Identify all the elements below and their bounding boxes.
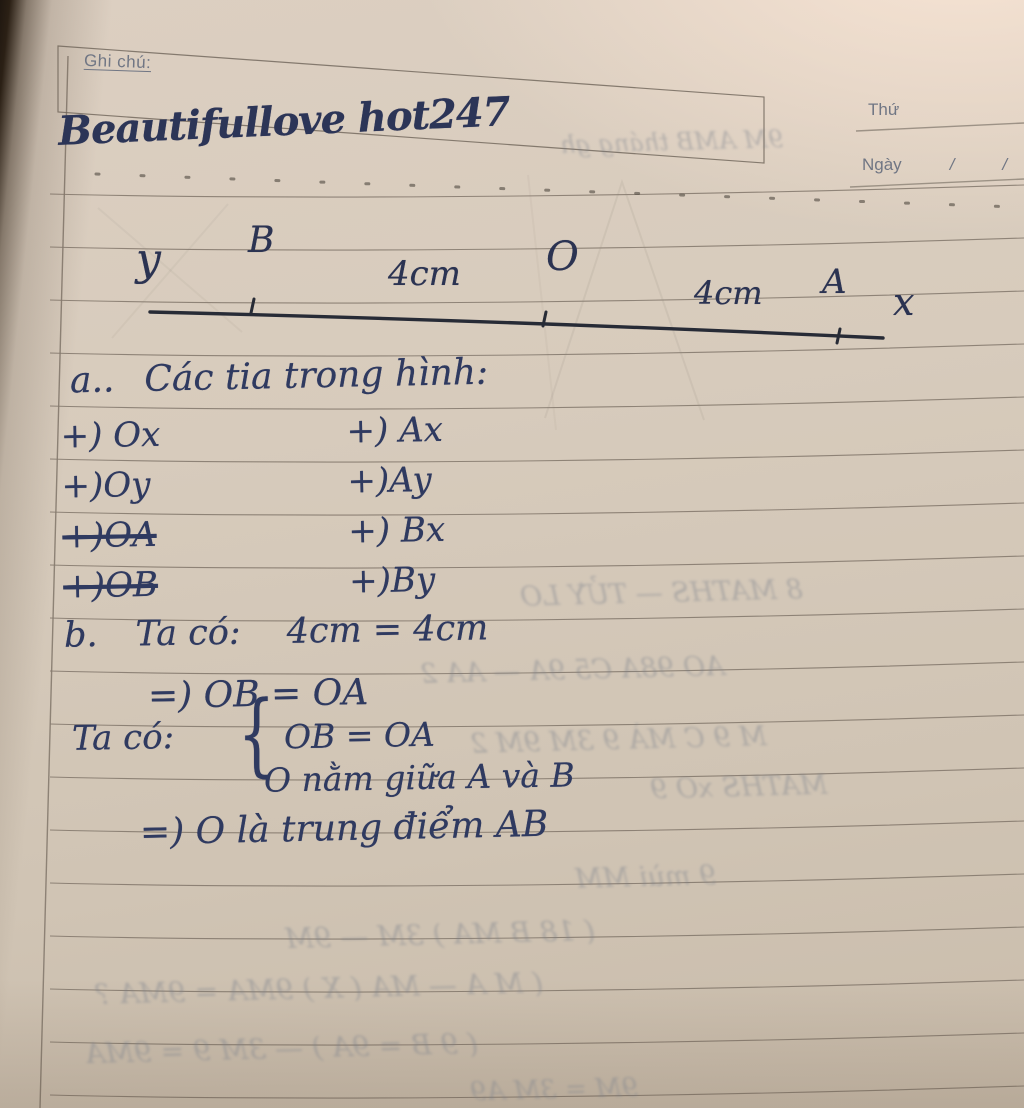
tick-b [249,297,256,315]
bleed-through-text: MATHS xO 9 [649,769,828,806]
ray-oa-struck: +)OA [62,514,157,557]
ray-ax: +) Ax [346,409,444,452]
ghost-triangle [544,178,705,421]
diagram-label-x: x [893,280,915,324]
thu-underline [855,122,1024,132]
part-b-line-1: b. Ta có: 4cm = 4cm [64,608,489,655]
dotted-separator [94,172,1017,209]
tick-o [541,310,548,328]
bleed-through-text: ( 18 B MA ) 3M — 9M [284,913,596,956]
bleed-through-text: 9M AMB tháng gh [559,125,784,159]
diagram-segment-left-length: 4cm [388,254,461,294]
ray-bx: +) Bx [347,509,446,552]
ray-ob-struck: +)OB [62,564,159,607]
date-slash-2: / [1002,155,1008,174]
bleed-through-text: ( 9 B = 9A ) — 3M 9 = 9MA [84,1026,479,1071]
bleed-through-text: 8 MATHS — TỬY LO [519,574,804,613]
part-b-intro-2: Ta có: [71,717,175,759]
part-b-intro: Ta có: [135,612,241,655]
bleed-through-text: 9M = 3M A9 [469,1072,639,1108]
diagram-label-o: O [546,234,579,280]
diagram-segment-right-length: 4cm [694,274,763,312]
note-field-label: Ghi chú: [83,50,152,73]
diagram-label-b: B [248,220,275,261]
part-a-text: Các tia trong hình: [143,351,489,400]
brace-item-2: O nằm giữa A và B [263,755,576,800]
bleed-through-text: 9 mùi MM [574,860,717,895]
part-b-marker: b. [63,615,98,656]
tick-a [835,327,842,345]
ngay-underline [849,178,1024,188]
brace-item-1: OB = OA [283,714,436,757]
part-b-implies-2: =) O là trung điểm AB [139,803,549,854]
system-brace: { [238,681,275,787]
date-slash-1: / [949,155,955,174]
diagram-label-a: A [822,262,847,302]
ray-ox: +) Ox [60,414,161,457]
diagram-label-y: y [136,234,161,285]
bleed-through-text: ( M A — MA ( X ) 9MA = 9MA ? [94,966,544,1011]
ghost-crease [527,174,557,431]
date-field-label: Ngày [862,155,902,174]
ray-oy: +)Oy [61,464,151,507]
bleed-through-text: AO 98A C5 9A — AA 2 [419,651,726,690]
bleed-through-text: M 9 C MÀ 9 3M 9M 2 [469,721,768,760]
weekday-field-label: Thứ [868,100,900,119]
date-field: Ngày / / [862,155,1007,175]
ray-ay: +)Ay [347,460,432,502]
handwritten-title: Beautifullove hot247 [57,88,511,155]
part-a-marker: a.. [69,359,115,402]
diagram-line [148,310,885,340]
rays-list: +) Ox +) Ax +)Oy +)Ay +)OA +) Bx +)OB +)… [60,408,579,617]
part-b-equality: 4cm = 4cm [286,608,489,652]
ghost-cross-2 [111,203,229,339]
ghost-cross-1 [97,207,243,333]
part-a-heading: a.. Các tia trong hình: [70,352,489,402]
